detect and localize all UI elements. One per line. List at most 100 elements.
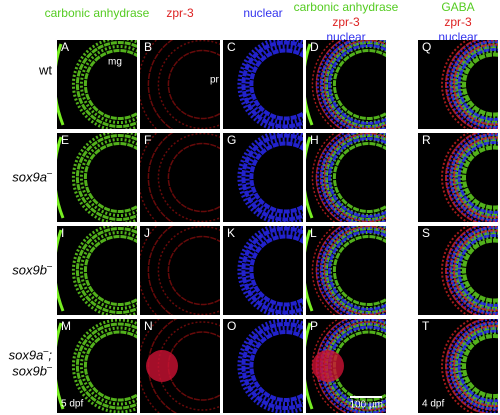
row-label: wt xyxy=(38,63,52,78)
retina-layer xyxy=(327,44,386,125)
panel-image xyxy=(57,226,137,315)
column-header: zpr-3 xyxy=(332,15,360,29)
retina-layer xyxy=(315,40,343,129)
retina-layer xyxy=(327,137,386,218)
annotation: 4 dpf xyxy=(422,399,444,410)
panel-letter: B xyxy=(144,40,152,54)
column-header: carbonic anhydrase xyxy=(294,0,399,14)
retina-layer xyxy=(237,40,303,129)
row-sup: – xyxy=(46,362,53,372)
retina-layer xyxy=(75,134,137,221)
column-header: zpr-3 xyxy=(444,15,472,29)
retina-layer xyxy=(75,41,137,128)
retina-layer xyxy=(241,322,303,410)
row-gene: sox9a xyxy=(12,170,47,185)
retina-layer xyxy=(327,230,386,311)
panel-image xyxy=(140,319,220,413)
panel xyxy=(140,40,220,129)
retina-layer xyxy=(462,145,498,210)
retina-layer xyxy=(157,226,220,315)
panel-image xyxy=(140,226,220,315)
retina-layer xyxy=(462,52,498,117)
retina-layer xyxy=(315,226,343,315)
retina-layer xyxy=(445,226,479,315)
panel-letter: S xyxy=(422,226,430,240)
retina-layer xyxy=(241,226,303,315)
panel-letter: F xyxy=(144,133,151,147)
retina-layer xyxy=(241,40,303,129)
retina-layer xyxy=(324,227,386,314)
retina-layer xyxy=(75,227,137,314)
retina-layer xyxy=(167,49,220,120)
retina-layer xyxy=(457,141,498,214)
panel xyxy=(57,319,137,413)
retina-layer xyxy=(453,325,498,407)
row-label: sox9b– xyxy=(12,362,53,379)
row-tail: ; xyxy=(48,348,52,363)
row-gene: wt xyxy=(38,63,52,78)
outline xyxy=(57,229,65,312)
retina-layer xyxy=(332,142,386,213)
retina-layer xyxy=(167,235,220,306)
retina-layer xyxy=(453,230,498,311)
retina-layer xyxy=(249,330,303,402)
retina-layer xyxy=(83,49,137,120)
retina-layer xyxy=(83,142,137,213)
retina-layer xyxy=(332,235,386,306)
retina-layer xyxy=(147,40,174,129)
panel-letter: D xyxy=(310,40,319,54)
retina-layer xyxy=(71,226,137,315)
retina-layer xyxy=(249,141,303,214)
panel-letter: H xyxy=(310,133,319,147)
retina-layer xyxy=(449,321,498,411)
row-sup: – xyxy=(46,261,53,271)
retina-layer xyxy=(249,234,303,307)
retina-layer xyxy=(319,226,386,315)
panel-image xyxy=(441,133,498,222)
retina-layer xyxy=(249,48,303,121)
lens xyxy=(312,350,344,382)
retina-layer xyxy=(319,133,386,222)
retina-layer xyxy=(157,321,220,411)
retina-layer xyxy=(157,40,220,129)
retina-layer xyxy=(83,330,137,402)
retina-layer xyxy=(453,137,498,218)
retina-layer xyxy=(462,238,498,303)
panel-letter: I xyxy=(61,226,64,240)
retina-layer xyxy=(75,322,137,410)
panel-image xyxy=(441,319,498,413)
panel-image xyxy=(306,40,386,129)
retina-layer xyxy=(445,133,479,222)
retina-layer xyxy=(323,133,386,222)
row-gene: sox9b xyxy=(12,263,47,278)
outline xyxy=(57,322,65,410)
panel-letter: K xyxy=(227,226,235,240)
retina-layer xyxy=(147,226,174,315)
retina-layer xyxy=(323,40,386,129)
panel-letter: A xyxy=(61,40,69,54)
panel-image xyxy=(57,40,137,129)
panel-letter: O xyxy=(227,319,236,333)
panel xyxy=(140,133,220,222)
panel-letter: R xyxy=(422,133,431,147)
outline xyxy=(306,322,314,410)
retina-layer xyxy=(457,234,498,307)
panel-letter: P xyxy=(310,319,318,333)
panel-letter: L xyxy=(310,226,317,240)
panel-letter: M xyxy=(61,319,71,333)
panel-image xyxy=(237,40,303,129)
retina-layer xyxy=(71,133,137,222)
row-label: sox9b– xyxy=(12,261,53,278)
column-header: nuclear xyxy=(243,6,282,20)
panel-image xyxy=(140,40,220,129)
annotation: 5 dpf xyxy=(61,399,83,410)
panel xyxy=(57,226,137,315)
panel-image xyxy=(57,319,137,413)
retina-layer xyxy=(332,49,386,120)
panel-image xyxy=(237,133,303,222)
row-sup: – xyxy=(42,346,49,356)
panel-image xyxy=(140,133,220,222)
retina-layer xyxy=(449,133,498,222)
retina-layer xyxy=(167,142,220,213)
